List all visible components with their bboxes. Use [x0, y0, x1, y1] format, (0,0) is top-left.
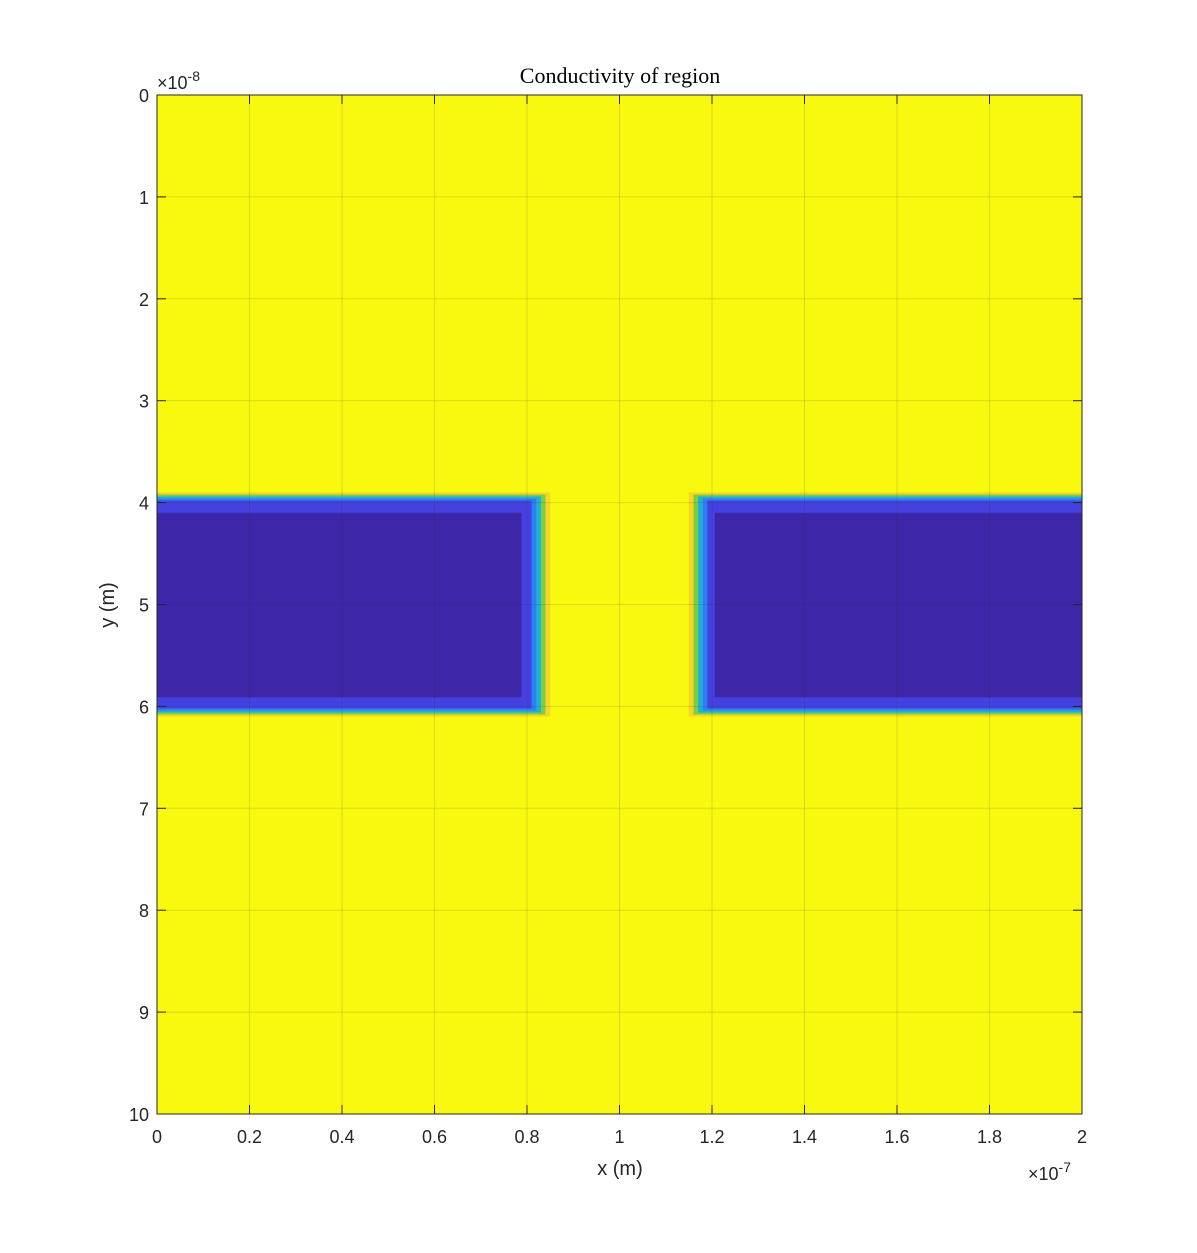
x-tick-label-6: 1.2 [699, 1127, 724, 1147]
x-axis-label: x (m) [597, 1158, 643, 1180]
x-exponent-base: ×10 [1028, 1164, 1059, 1184]
y-axis-label: y (m) [97, 582, 119, 628]
x-tick-label-0: 0 [152, 1127, 162, 1147]
y-exponent-label: ×10-8 [157, 68, 200, 93]
tick-marks [156, 94, 1083, 1115]
y-tick-label-1: 1 [139, 188, 149, 208]
x-tick-label-9: 1.8 [977, 1127, 1002, 1147]
y-tick-label-9: 9 [139, 1003, 149, 1023]
y-tick-label-8: 8 [139, 901, 149, 921]
y-exponent-base: ×10 [157, 73, 188, 93]
low-conductivity-region-2 [688, 492, 1082, 717]
x-tick-label-4: 0.8 [514, 1127, 539, 1147]
y-tick-label-4: 4 [139, 494, 149, 514]
x-tick-labels: 0 0.2 0.4 0.6 0.8 1 1.2 1.4 1.6 1.8 2 [152, 1127, 1087, 1147]
chart-title: Conductivity of region [520, 63, 720, 88]
y-tick-label-2: 2 [139, 290, 149, 310]
y-tick-label-6: 6 [139, 697, 149, 717]
plot-area [157, 95, 1082, 1114]
svg-text:×10-8: ×10-8 [157, 68, 200, 93]
x-tick-label-3: 0.6 [422, 1127, 447, 1147]
y-tick-label-10: 10 [129, 1105, 149, 1125]
y-exponent-power: -8 [188, 68, 201, 84]
y-tick-label-3: 3 [139, 392, 149, 412]
low-conductivity-region-1 [157, 492, 551, 717]
x-exponent-label: ×10-7 [1028, 1159, 1071, 1184]
y-tick-labels: 0 1 2 3 4 5 6 7 8 9 10 [129, 86, 149, 1125]
x-tick-label-1: 0.2 [237, 1127, 262, 1147]
y-tick-label-5: 5 [139, 596, 149, 616]
x-tick-label-7: 1.4 [792, 1127, 817, 1147]
y-tick-label-7: 7 [139, 799, 149, 819]
x-tick-label-2: 0.4 [329, 1127, 354, 1147]
svg-text:×10-7: ×10-7 [1028, 1159, 1071, 1184]
x-tick-label-10: 2 [1077, 1127, 1087, 1147]
x-tick-label-8: 1.6 [884, 1127, 909, 1147]
x-tick-label-5: 1 [614, 1127, 624, 1147]
region-1-core [157, 512, 522, 698]
grid-lines [156, 94, 1083, 1115]
y-tick-label-0: 0 [139, 86, 149, 106]
x-exponent-power: -7 [1059, 1159, 1072, 1175]
region-2-core [714, 512, 1082, 698]
